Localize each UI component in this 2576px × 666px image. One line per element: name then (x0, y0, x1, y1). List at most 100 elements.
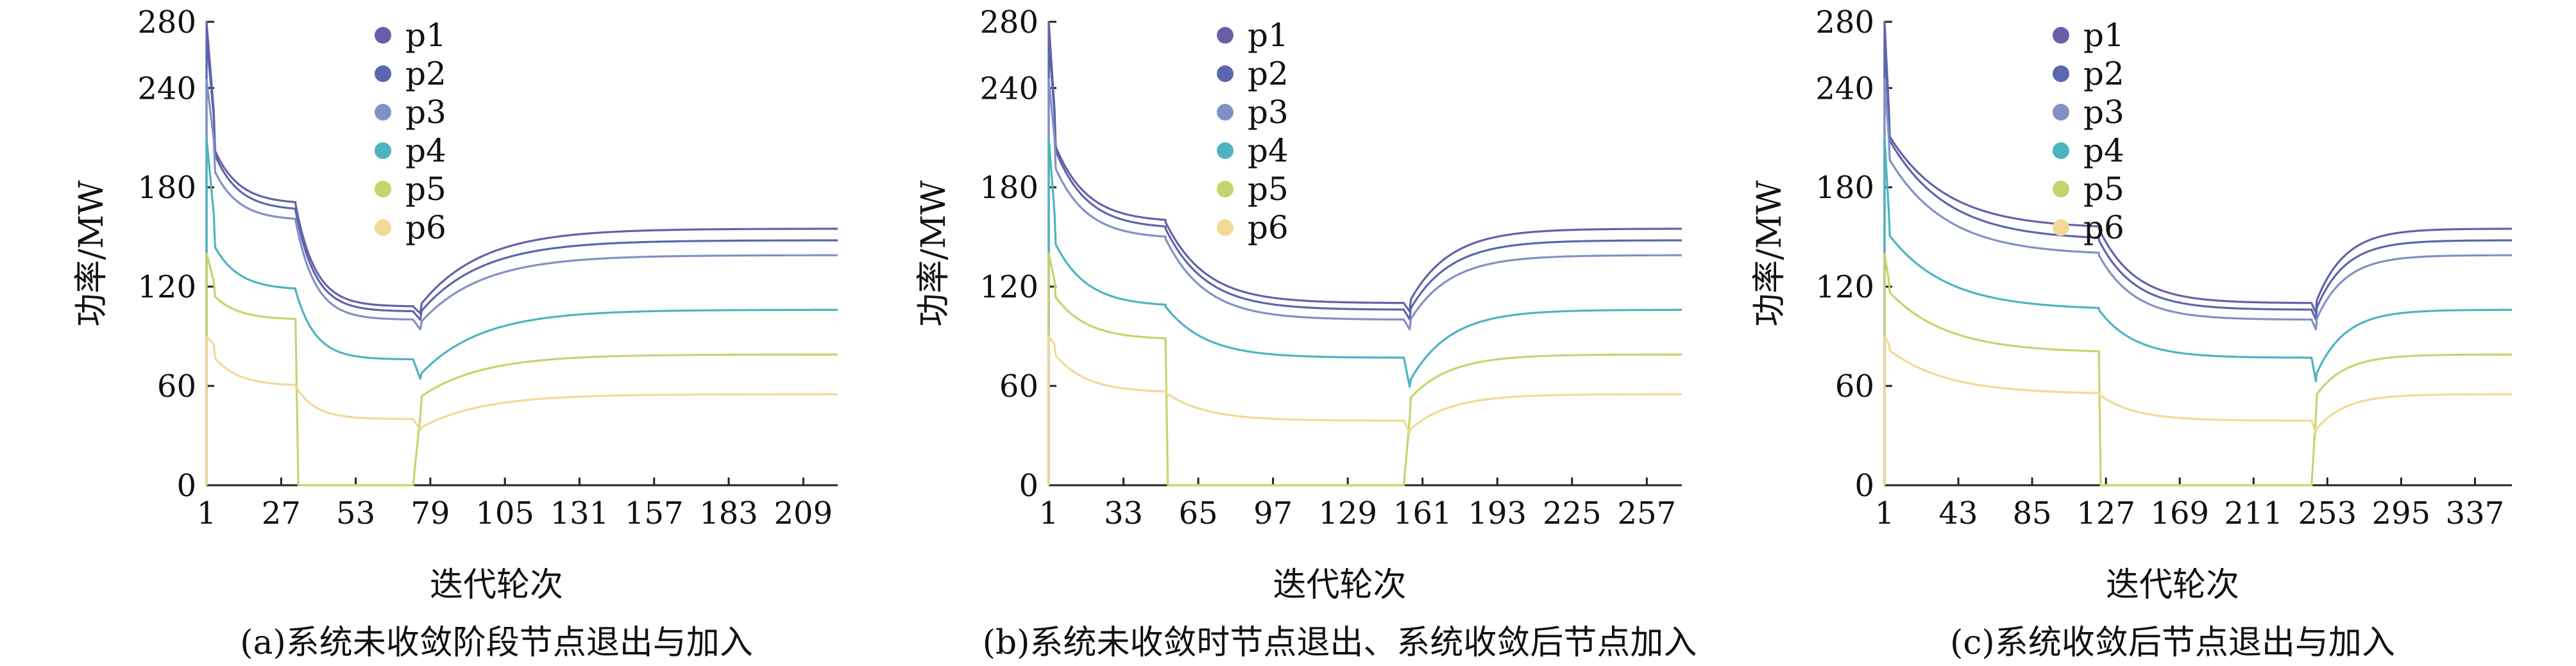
legend-marker-p4 (1217, 142, 1233, 159)
legend-marker-p2 (375, 65, 391, 82)
legend-label-p3: p3 (405, 94, 446, 131)
legend-label-p6: p6 (405, 209, 446, 246)
y-tick-label: 240 (1815, 71, 1874, 106)
series-line-p3 (1883, 78, 2512, 485)
x-tick-label: 337 (2446, 495, 2505, 531)
x-tick-label: 127 (2076, 495, 2135, 531)
x-tick-label: 1 (1875, 495, 1895, 531)
legend-marker-p3 (375, 104, 391, 121)
legend-marker-p4 (375, 142, 391, 159)
x-axis-label: 迭代轮次 (1273, 566, 1406, 604)
chart-panel-1: 0 60 120 180 240 280 1 27 53 79 105 131 157 183 209 迭代轮… (72, 4, 838, 662)
legend-label-p1: p1 (2083, 17, 2124, 54)
series-line-p1 (1047, 21, 1682, 485)
x-axis-label: 迭代轮次 (2106, 566, 2239, 604)
series-line-p4 (1047, 137, 1682, 485)
legend-label-p5: p5 (405, 171, 446, 208)
y-axis-label: 功率/MW (915, 180, 953, 327)
x-tick-label: 97 (1253, 495, 1292, 531)
y-tick-label: 280 (979, 4, 1038, 40)
series-line-p4 (1883, 137, 2512, 485)
legend-label-p4: p4 (2083, 132, 2124, 169)
legend-marker-p1 (1217, 27, 1233, 44)
legend-marker-p5 (2053, 181, 2069, 197)
y-tick-label: 60 (157, 369, 196, 404)
x-tick-label: 43 (1939, 495, 1978, 531)
legend-marker-p6 (2053, 219, 2069, 236)
y-tick-label: 240 (137, 71, 196, 106)
series-line-p6 (1883, 335, 2512, 485)
series-line-p1 (1883, 21, 2512, 485)
legend-label-p3: p3 (2083, 94, 2124, 131)
x-tick-label: 193 (1468, 495, 1527, 531)
legend-label-p6: p6 (1248, 209, 1289, 246)
legend-marker-p2 (2053, 65, 2069, 82)
x-tick-label: 183 (699, 495, 758, 531)
legend-marker-p4 (2053, 142, 2069, 159)
y-tick-label: 180 (979, 170, 1038, 206)
y-tick-label: 60 (999, 369, 1038, 404)
x-tick-label: 1 (197, 495, 217, 531)
legend-label-p3: p3 (1248, 94, 1289, 131)
legend-marker-p6 (375, 219, 391, 236)
x-tick-label: 157 (625, 495, 684, 531)
series-line-p5 (1047, 252, 1682, 487)
x-tick-label: 225 (1543, 495, 1602, 531)
series-line-p3 (1047, 78, 1682, 485)
chart-panel-2: 0 60 120 180 240 280 1 33 65 97 129 161 193 225 257 迭代轮… (915, 4, 1697, 662)
legend-marker-p5 (375, 181, 391, 197)
series-line-p2 (1047, 37, 1682, 485)
x-tick-label: 105 (475, 495, 534, 531)
y-tick-label: 240 (979, 71, 1038, 106)
x-tick-label: 85 (2013, 495, 2052, 531)
y-tick-label: 180 (137, 170, 196, 206)
y-tick-label: 60 (1835, 369, 1874, 404)
legend-label-p2: p2 (405, 55, 446, 92)
series-line-p5 (1883, 252, 2512, 487)
y-tick-label: 120 (137, 269, 196, 305)
x-tick-label: 169 (2150, 495, 2209, 531)
legend-label-p5: p5 (1248, 171, 1289, 208)
panel-caption: (a)系统未收敛阶段节点退出与加入 (240, 624, 753, 662)
series-line-p1 (205, 21, 838, 485)
legend-label-p4: p4 (405, 132, 446, 169)
series-line-p6 (1047, 335, 1682, 485)
x-tick-label: 65 (1179, 495, 1218, 531)
series-line-p5 (205, 252, 838, 487)
chart-panel-3: 0 60 120 180 240 280 1 43 85 127 169 211 253 295 337 迭代… (1750, 4, 2512, 662)
legend-label-p2: p2 (1248, 55, 1289, 92)
y-tick-label: 0 (176, 468, 196, 504)
legend-label-p6: p6 (2083, 209, 2124, 246)
legend-label-p1: p1 (1248, 17, 1289, 54)
y-tick-label: 280 (1815, 4, 1874, 40)
x-tick-label: 161 (1393, 495, 1452, 531)
x-tick-label: 27 (262, 495, 301, 531)
y-tick-label: 0 (1854, 468, 1874, 504)
legend-marker-p3 (1217, 104, 1233, 121)
panel-caption: (c)系统收敛后节点退出与加入 (1950, 624, 2395, 662)
series-line-p3 (205, 78, 838, 485)
legend-marker-p1 (375, 27, 391, 44)
y-axis-label: 功率/MW (72, 180, 111, 327)
series-line-p2 (205, 37, 838, 485)
x-tick-label: 129 (1318, 495, 1377, 531)
y-tick-label: 180 (1815, 170, 1874, 206)
legend-label-p2: p2 (2083, 55, 2124, 92)
legend-label-p1: p1 (405, 17, 446, 54)
legend-marker-p3 (2053, 104, 2069, 121)
x-tick-label: 257 (1618, 495, 1677, 531)
x-axis-label: 迭代轮次 (430, 566, 563, 604)
y-axis-label: 功率/MW (1750, 180, 1789, 327)
legend-marker-p6 (1217, 219, 1233, 236)
y-tick-label: 280 (137, 4, 196, 40)
x-tick-label: 211 (2224, 495, 2283, 531)
legend-marker-p1 (2053, 27, 2069, 44)
x-tick-label: 253 (2298, 495, 2357, 531)
x-tick-label: 1 (1039, 495, 1059, 531)
legend-label-p4: p4 (1248, 132, 1289, 169)
legend-marker-p5 (1217, 181, 1233, 197)
x-tick-label: 209 (774, 495, 833, 531)
x-tick-label: 131 (550, 495, 609, 531)
series-line-p4 (205, 137, 838, 485)
